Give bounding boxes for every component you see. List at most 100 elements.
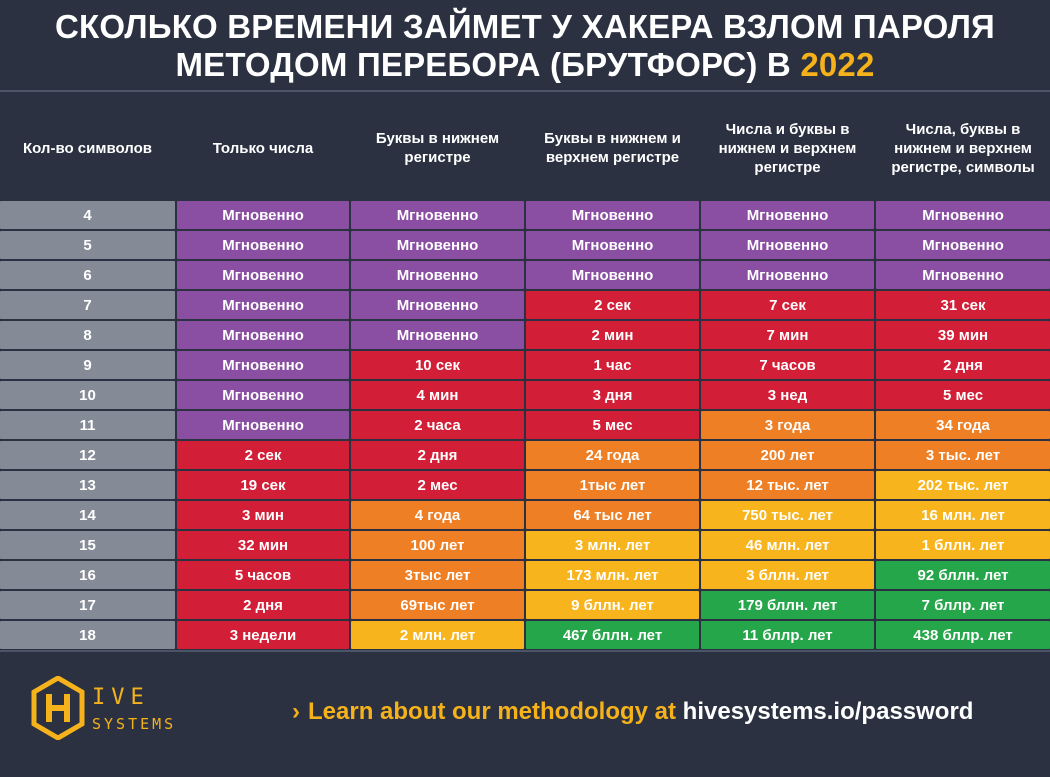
crack-time-cell: 11 бллр. лет	[701, 621, 874, 649]
title-line-2-text: МЕТОДОМ ПЕРЕБОРА (БРУТФОРС) В	[175, 46, 801, 83]
char-count-cell: 17	[0, 591, 175, 619]
table-row: 5 Мгновенно Мгновенно Мгновенно Мгновенно Мгн…	[0, 230, 1050, 260]
footer-divider	[0, 650, 1050, 652]
crack-time-cell: 3 млн. лет	[526, 531, 699, 559]
crack-time-cell: 31 сек	[876, 291, 1050, 319]
crack-time-cell: Мгновенно	[876, 261, 1050, 289]
column-header-1: Только числа	[212, 139, 314, 157]
column-header-0: Кол-во символов	[22, 139, 152, 157]
crack-time-cell: 438 бллр. лет	[876, 621, 1050, 649]
crack-time-cell: Мгновенно	[701, 261, 874, 289]
crack-time-cell: 5 мес	[526, 411, 699, 439]
page-title: СКОЛЬКО ВРЕМЕНИ ЗАЙМЕТ У ХАКЕРА ВЗЛОМ ПА…	[0, 8, 1050, 84]
table-row: 16 5 часов 3тыс лет 173 млн. лет 3 бллн. лет…	[0, 560, 1050, 590]
char-count-cell: 12	[0, 441, 175, 469]
crack-time-cell: 3 тыс. лет	[876, 441, 1050, 469]
crack-time-cell: 69тыс лет	[351, 591, 524, 619]
crack-time-cell: 10 сек	[351, 351, 524, 379]
char-count-cell: 18	[0, 621, 175, 649]
hive-systems-logo[interactable]: IVE SYSTEMS	[30, 675, 190, 741]
column-header-4: Числа и буквы в нижнем и верхнем регистр…	[718, 120, 857, 176]
table-row: 14 3 мин 4 года 64 тыс лет 750 тыс. лет 16 мл…	[0, 500, 1050, 530]
char-count-cell: 6	[0, 261, 175, 289]
crack-time-cell: Мгновенно	[177, 201, 349, 229]
char-count-cell: 15	[0, 531, 175, 559]
table-row: 7 Мгновенно Мгновенно 2 сек 7 сек 31 сек	[0, 290, 1050, 320]
crack-time-cell: 9 бллн. лет	[526, 591, 699, 619]
title-line-1: СКОЛЬКО ВРЕМЕНИ ЗАЙМЕТ У ХАКЕРА ВЗЛОМ ПА…	[55, 8, 995, 45]
char-count-cell: 14	[0, 501, 175, 529]
crack-time-cell: 2 дня	[876, 351, 1050, 379]
crack-time-cell: 2 млн. лет	[351, 621, 524, 649]
table-row: 18 3 недели 2 млн. лет 467 бллн. лет 11 бллр…	[0, 620, 1050, 650]
crack-time-cell: Мгновенно	[177, 381, 349, 409]
table-row: 8 Мгновенно Мгновенно 2 мин 7 мин 39 мин	[0, 320, 1050, 350]
crack-time-cell: Мгновенно	[177, 411, 349, 439]
table-row: 12 2 сек 2 дня 24 года 200 лет 3 тыс. лет	[0, 440, 1050, 470]
crack-time-cell: Мгновенно	[701, 201, 874, 229]
char-count-cell: 10	[0, 381, 175, 409]
crack-time-cell: 2 мес	[351, 471, 524, 499]
hive-hexagon-logo-icon	[31, 675, 85, 741]
crack-time-cell: Мгновенно	[876, 231, 1050, 259]
crack-time-cell: Мгновенно	[351, 261, 524, 289]
crack-time-cell: 24 года	[526, 441, 699, 469]
crack-time-cell: 34 года	[876, 411, 1050, 439]
crack-time-cell: 7 мин	[701, 321, 874, 349]
crack-time-cell: 64 тыс лет	[526, 501, 699, 529]
crack-time-cell: 7 бллр. лет	[876, 591, 1050, 619]
crack-time-cell: 1 бллн. лет	[876, 531, 1050, 559]
logo-word-hive: IVE	[92, 685, 150, 710]
crack-time-cell: 1 час	[526, 351, 699, 379]
column-header-3: Буквы в нижнем и верхнем регистре	[544, 130, 681, 166]
crack-time-cell: Мгновенно	[526, 201, 699, 229]
crack-time-cell: 100 лет	[351, 531, 524, 559]
title-year: 2022	[800, 46, 875, 83]
crack-time-cell: Мгновенно	[351, 291, 524, 319]
crack-time-cell: 2 часа	[351, 411, 524, 439]
crack-time-cell: 467 бллн. лет	[526, 621, 699, 649]
char-count-cell: 8	[0, 321, 175, 349]
crack-time-cell: 4 года	[351, 501, 524, 529]
crack-time-cell: 3тыс лет	[351, 561, 524, 589]
crack-time-cell: Мгновенно	[351, 231, 524, 259]
crack-time-cell: 1тыс лет	[526, 471, 699, 499]
crack-time-cell: 2 сек	[177, 441, 349, 469]
crack-time-cell: 3 года	[701, 411, 874, 439]
title-line-2: МЕТОДОМ ПЕРЕБОРА (БРУТФОРС) В 2022	[0, 46, 1050, 84]
table-row: 15 32 мин 100 лет 3 млн. лет 46 млн. лет 1 бл…	[0, 530, 1050, 560]
crack-time-cell: 7 сек	[701, 291, 874, 319]
crack-time-cell: 3 мин	[177, 501, 349, 529]
table-row: 4 Мгновенно Мгновенно Мгновенно Мгновенно Мгн…	[0, 200, 1050, 230]
header-divider	[0, 90, 1050, 92]
crack-time-cell: Мгновенно	[876, 201, 1050, 229]
crack-time-cell: 7 часов	[701, 351, 874, 379]
table-row: 9 Мгновенно 10 сек 1 час 7 часов 2 дня	[0, 350, 1050, 380]
crack-time-cell: Мгновенно	[177, 321, 349, 349]
crack-time-cell: 200 лет	[701, 441, 874, 469]
methodology-link[interactable]: › Learn about our methodology at hivesyst…	[292, 698, 973, 726]
crack-time-cell: Мгновенно	[177, 291, 349, 319]
methodology-text: Learn about our methodology at	[308, 698, 683, 725]
char-count-cell: 13	[0, 471, 175, 499]
crack-time-cell: 46 млн. лет	[701, 531, 874, 559]
crack-time-cell: 5 мес	[876, 381, 1050, 409]
table-row: 11 Мгновенно 2 часа 5 мес 3 года 34 года	[0, 410, 1050, 440]
chevron-right-icon: ›	[292, 698, 300, 725]
crack-time-cell: 2 мин	[526, 321, 699, 349]
crack-time-cell: 2 дня	[177, 591, 349, 619]
table-row: 6 Мгновенно Мгновенно Мгновенно Мгновенно Мгн…	[0, 260, 1050, 290]
crack-time-cell: Мгновенно	[177, 351, 349, 379]
crack-time-cell: 2 сек	[526, 291, 699, 319]
crack-time-cell: Мгновенно	[701, 231, 874, 259]
table-row: 10 Мгновенно 4 мин 3 дня 3 нед 5 мес	[0, 380, 1050, 410]
table-row: 13 19 сек 2 мес 1тыс лет 12 тыс. лет 202 тыс.…	[0, 470, 1050, 500]
crack-time-cell: 3 нед	[701, 381, 874, 409]
column-header-5: Числа, буквы в нижнем и верхнем регистре…	[891, 120, 1035, 176]
char-count-cell: 11	[0, 411, 175, 439]
crack-time-cell: 3 бллн. лет	[701, 561, 874, 589]
crack-time-cell: 750 тыс. лет	[701, 501, 874, 529]
crack-time-cell: 3 недели	[177, 621, 349, 649]
crack-time-cell: Мгновенно	[351, 201, 524, 229]
char-count-cell: 5	[0, 231, 175, 259]
